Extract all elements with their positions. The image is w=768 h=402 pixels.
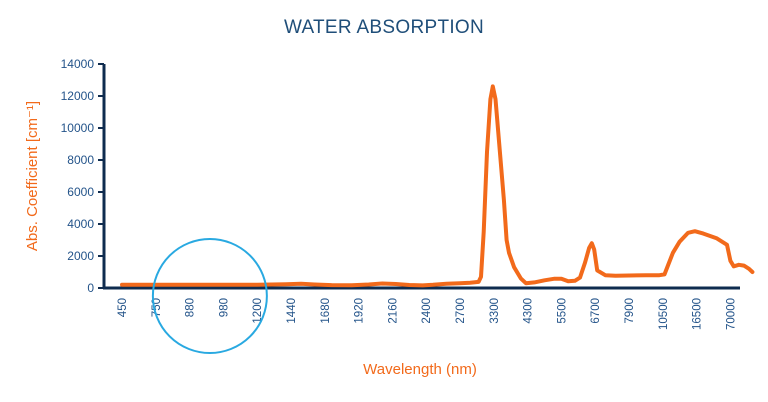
x-tick-label: 2160 xyxy=(387,298,399,324)
x-tick-label: 880 xyxy=(185,298,197,317)
x-tick-label: 3300 xyxy=(489,298,501,324)
x-axis-label: Wavelength (nm) xyxy=(363,361,477,378)
y-tick-label: 4000 xyxy=(67,217,94,231)
chart-title: WATER ABSORPTION xyxy=(284,17,484,38)
y-tick-label: 8000 xyxy=(67,153,94,167)
series-line-water-absorption xyxy=(120,84,755,288)
x-tick-label: 6700 xyxy=(590,298,602,324)
y-axis-ticks: 0 2000 4000 6000 8000 10000 12000 14000 xyxy=(61,57,104,295)
x-tick-label: 450 xyxy=(117,298,129,317)
y-tick-label: 6000 xyxy=(67,185,94,199)
y-tick-label: 2000 xyxy=(67,249,94,263)
x-tick-label: 1440 xyxy=(286,298,298,324)
x-tick-label: 980 xyxy=(218,298,230,317)
x-axis-ticks: 450 750 880 980 1200 1440 1680 1920 2160 2400 2700… xyxy=(117,298,737,330)
x-tick-label: 5500 xyxy=(556,298,568,324)
y-axis-label: Abs. Coefficient [cm⁻¹] xyxy=(24,101,41,251)
x-tick-label: 1200 xyxy=(252,298,264,324)
x-tick-label: 10500 xyxy=(658,298,670,330)
highlight-circle xyxy=(151,238,268,354)
x-tick-label: 1920 xyxy=(354,298,366,324)
x-tick-label: 7900 xyxy=(624,298,636,324)
y-tick-label: 12000 xyxy=(61,89,95,103)
x-tick-label: 16500 xyxy=(692,298,704,330)
x-tick-label: 2700 xyxy=(455,298,467,324)
x-tick-label: 2400 xyxy=(421,298,433,324)
y-tick-label: 0 xyxy=(87,281,94,295)
x-tick-label: 1680 xyxy=(320,298,332,324)
x-tick-label: 70000 xyxy=(725,298,737,330)
x-tick-label: 4300 xyxy=(523,298,535,324)
y-tick-label: 10000 xyxy=(61,121,95,135)
y-tick-label: 14000 xyxy=(61,57,95,71)
